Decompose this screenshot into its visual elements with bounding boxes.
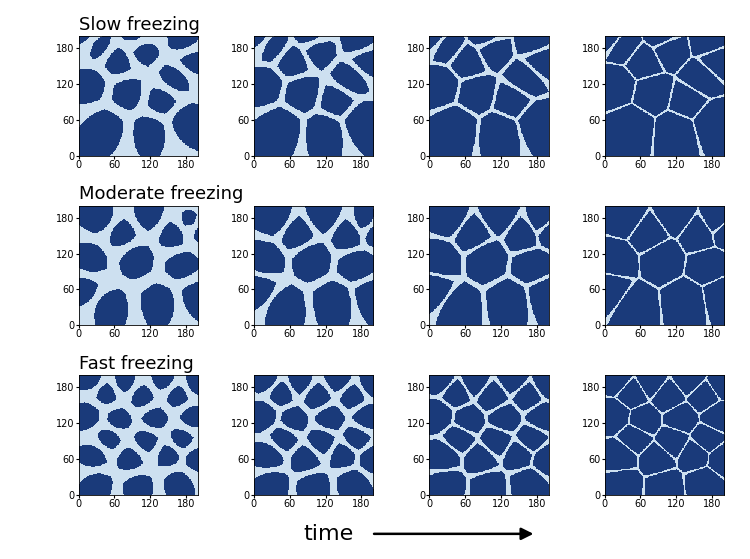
Text: Moderate freezing: Moderate freezing <box>79 185 243 203</box>
Text: time: time <box>304 524 354 544</box>
Text: Slow freezing: Slow freezing <box>79 16 200 34</box>
Text: Fast freezing: Fast freezing <box>79 354 194 372</box>
